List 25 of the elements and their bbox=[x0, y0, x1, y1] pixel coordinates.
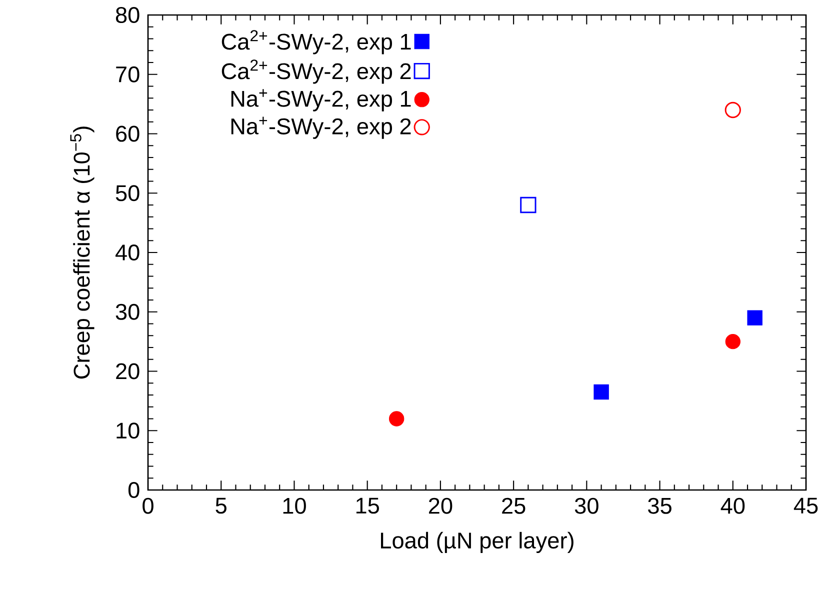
y-tick-label: 0 bbox=[128, 482, 140, 498]
y-tick-label: 60 bbox=[116, 126, 140, 142]
x-axis-title: Load (µN per layer) bbox=[381, 532, 574, 554]
y-tick-label: 30 bbox=[116, 304, 140, 320]
legend-label: Na$^{+}$-SWy-2, exp 2 bbox=[231, 116, 411, 139]
legend-label: Ca$^{2+}$-SWy-2, exp 2 bbox=[222, 60, 411, 84]
legend-label: Na$^{+}$-SWy-2, exp 1 bbox=[231, 89, 411, 112]
x-tick-label: 15 bbox=[356, 498, 379, 514]
y-tick-label: 80 bbox=[116, 6, 140, 24]
x-tick-label: 40 bbox=[720, 498, 745, 514]
y-axis-title: Creep coefficient α (10$^{−5}$) bbox=[70, 126, 94, 379]
x-tick-label: 0 bbox=[142, 498, 154, 514]
y-tick-label: 10 bbox=[116, 422, 140, 439]
x-tick-label: 25 bbox=[502, 498, 526, 514]
y-tick-label: 40 bbox=[115, 244, 140, 261]
y-tick-label: 20 bbox=[116, 363, 140, 380]
y-tick-label: 70 bbox=[116, 66, 140, 82]
x-tick-label: 30 bbox=[574, 498, 598, 514]
x-tick-label: 45 bbox=[794, 498, 818, 514]
x-tick-label: 20 bbox=[428, 498, 452, 514]
x-tick-label: 5 bbox=[216, 498, 226, 514]
y-tick-label: 50 bbox=[116, 185, 140, 202]
x-tick-label: 35 bbox=[648, 498, 672, 514]
x-tick-label: 10 bbox=[283, 498, 306, 514]
legend-label: Ca$^{2+}$-SWy-2, exp 1 bbox=[222, 30, 411, 54]
